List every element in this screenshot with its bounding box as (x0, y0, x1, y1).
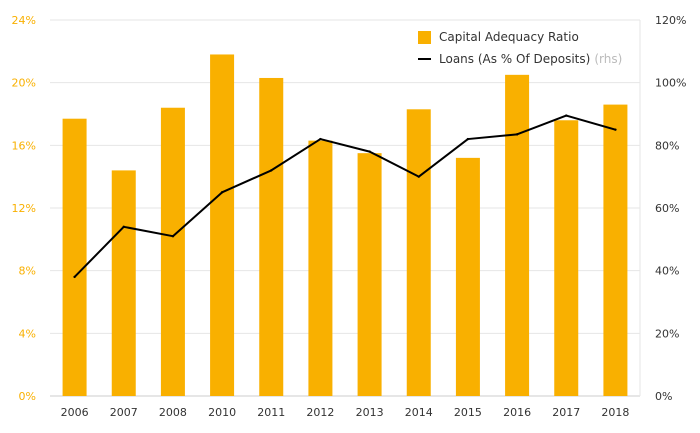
line-point (220, 191, 224, 194)
bar (357, 153, 382, 396)
bar (308, 140, 333, 396)
bar (455, 157, 480, 396)
line-series (73, 114, 617, 279)
right-tick-label: 120% (655, 14, 686, 27)
line-point (171, 235, 175, 238)
right-axis: 0% 20% 40% 60% 80% 100% 120% (655, 14, 686, 403)
bar (406, 109, 431, 397)
x-tick-label: 2008 (159, 406, 187, 419)
x-tick-label: 2012 (306, 406, 334, 419)
right-tick-label: 20% (655, 327, 679, 340)
bar-series (62, 54, 628, 397)
line-point (466, 137, 470, 141)
bar (603, 104, 628, 396)
left-tick-label: 24% (12, 14, 36, 27)
x-tick-label: 2007 (110, 406, 138, 419)
left-tick-label: 8% (19, 265, 36, 278)
legend-label-line: Loans (As % Of Deposits) (439, 52, 591, 66)
bar (505, 74, 530, 396)
right-tick-label: 40% (655, 265, 679, 278)
left-tick-label: 20% (12, 77, 36, 90)
x-axis: 2006 2007 2008 2010 2011 2012 2013 2014 2015 2016… (61, 406, 630, 419)
line-point (515, 133, 519, 136)
bar (554, 120, 579, 397)
line-point (73, 275, 76, 279)
series-line (73, 114, 616, 278)
line-point (417, 175, 420, 178)
bar (62, 118, 87, 396)
x-tick-label: 2013 (356, 406, 384, 419)
x-tick-label: 2014 (405, 406, 433, 419)
bar (111, 170, 136, 396)
bar (210, 54, 235, 396)
line-point (614, 128, 617, 131)
legend-swatch-line (418, 58, 431, 60)
line-point (565, 114, 568, 117)
right-tick-label: 60% (655, 202, 679, 215)
legend-swatch-bar (418, 30, 431, 44)
left-tick-label: 16% (12, 139, 36, 152)
x-tick-label: 2006 (61, 406, 89, 419)
left-tick-label: 0% (19, 390, 36, 403)
legend-item-line: Loans (As % Of Deposits) (rhs) (418, 48, 622, 70)
left-tick-label: 12% (12, 202, 36, 215)
line-point (122, 225, 125, 228)
bar (259, 77, 284, 396)
left-axis: 0% 4% 8% 12% 16% 20% 24% (12, 14, 36, 403)
x-tick-label: 2018 (601, 406, 629, 419)
x-tick-label: 2015 (454, 406, 482, 419)
right-tick-label: 0% (655, 390, 672, 403)
x-tick-label: 2010 (208, 406, 236, 419)
legend-label-bar: Capital Adequacy Ratio (439, 30, 579, 44)
right-tick-label: 100% (655, 77, 686, 90)
legend-label-rhs: (rhs) (594, 52, 623, 66)
x-tick-label: 2011 (257, 406, 285, 419)
line-point (270, 169, 273, 172)
gridlines (50, 19, 641, 397)
legend-item-bar: Capital Adequacy Ratio (418, 26, 622, 48)
line-point (319, 137, 322, 141)
x-tick-label: 2017 (552, 406, 580, 419)
left-tick-label: 4% (19, 327, 36, 340)
bar (160, 107, 185, 396)
x-tick-label: 2016 (503, 406, 531, 419)
line-point (368, 150, 371, 153)
legend: Capital Adequacy Ratio Loans (As % Of De… (418, 26, 622, 70)
right-tick-label: 80% (655, 139, 679, 152)
